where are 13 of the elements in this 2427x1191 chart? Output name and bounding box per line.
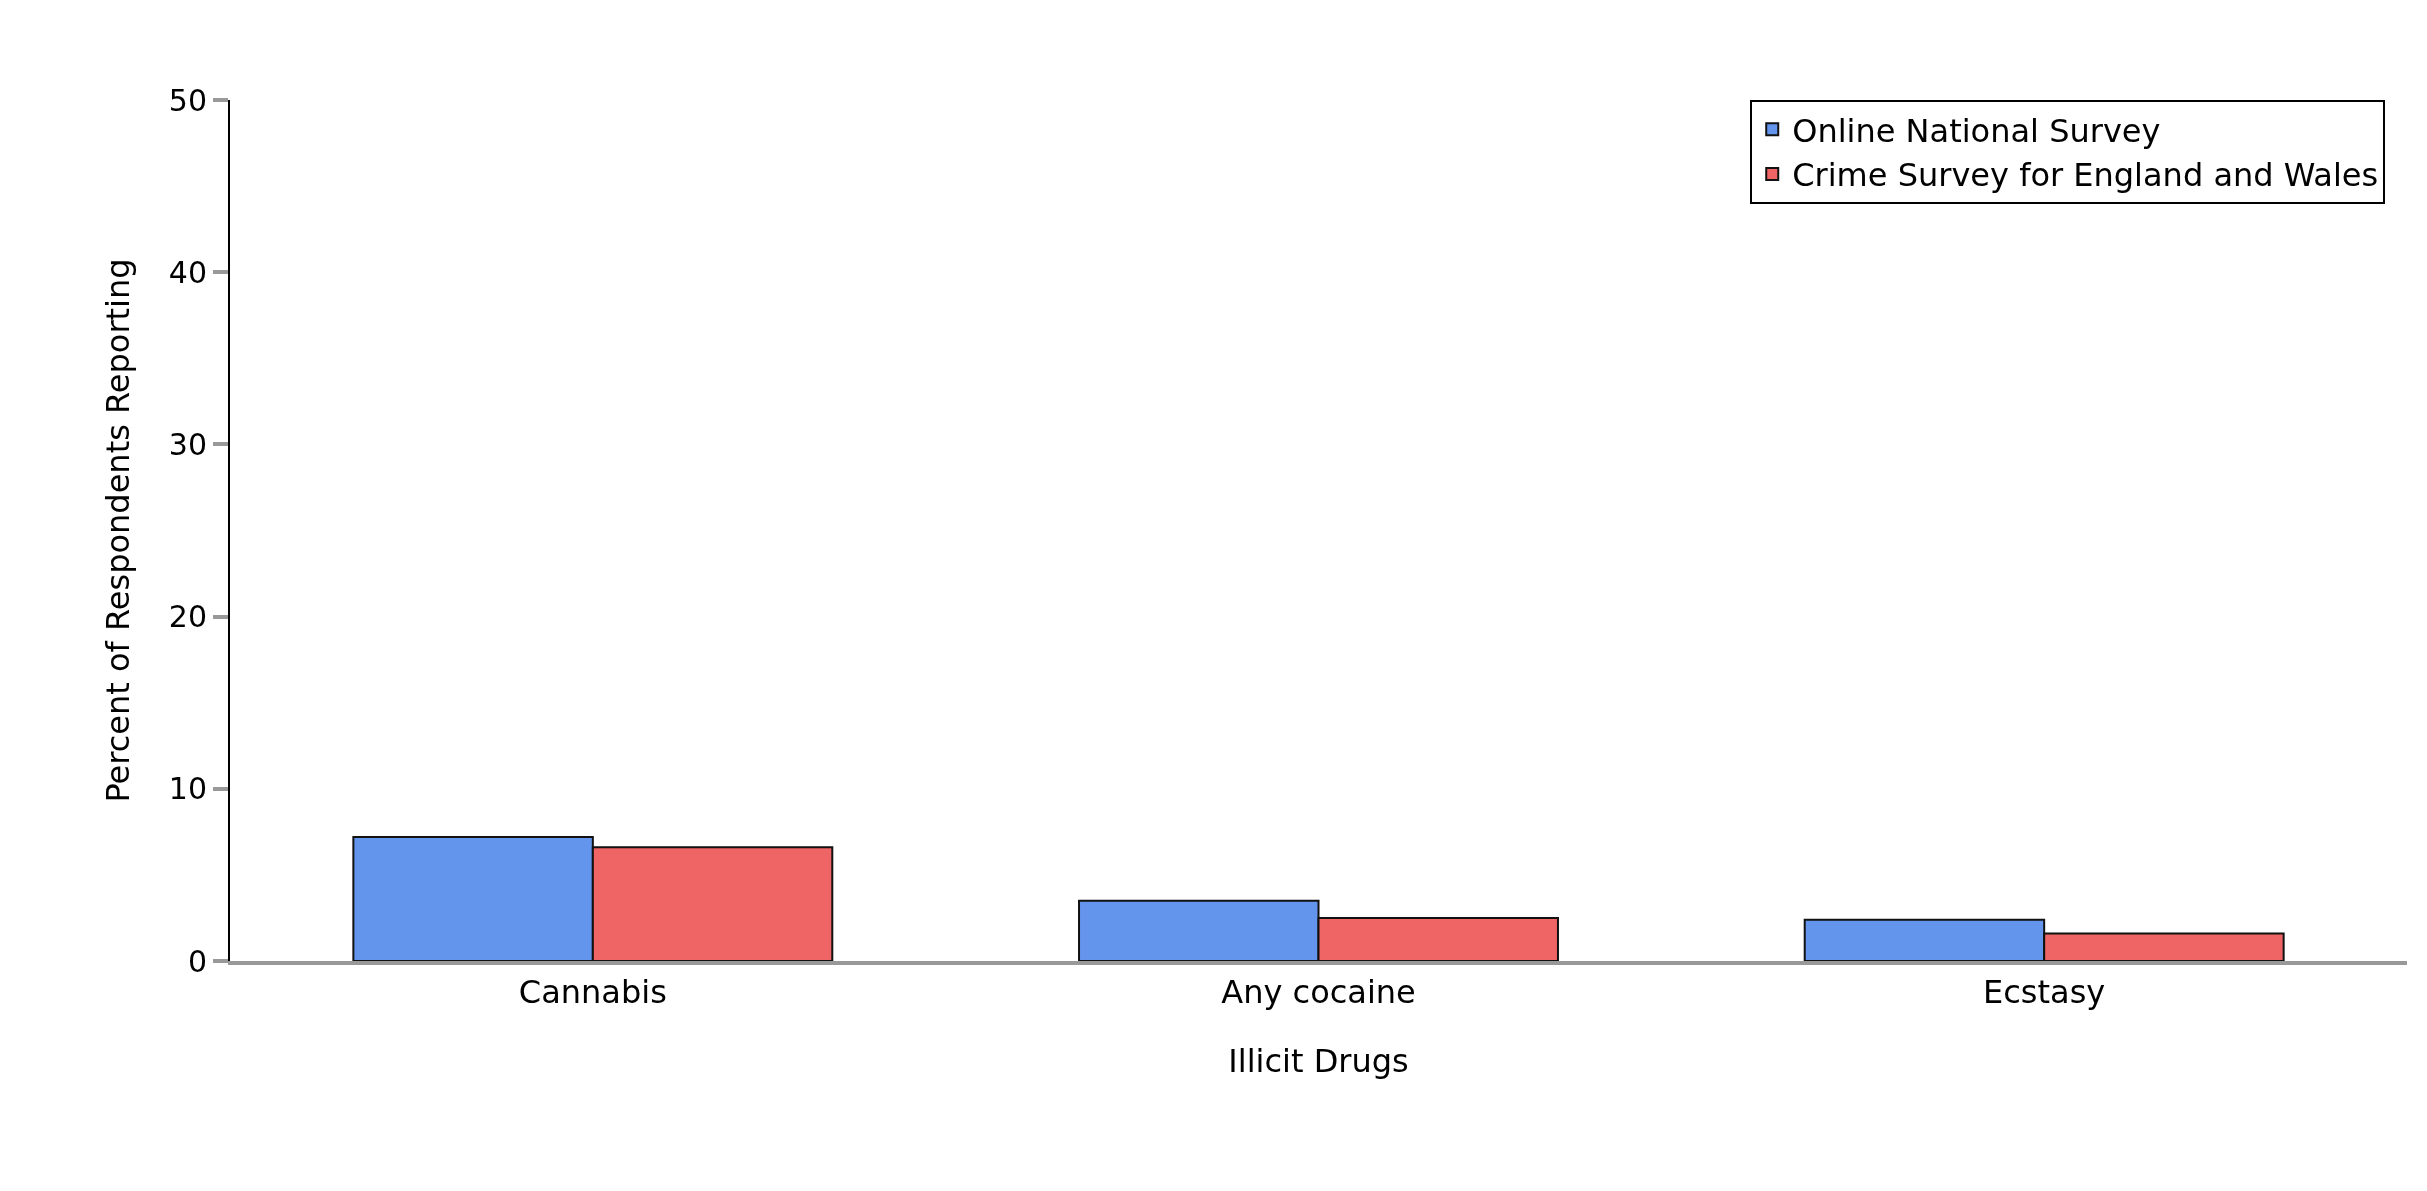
y-tick-label: 50 <box>168 82 207 118</box>
x-tick-label: Any cocaine <box>1221 973 1416 1012</box>
y-tick-label: 0 <box>187 943 207 979</box>
x-tick-label: Ecstasy <box>1983 973 2106 1012</box>
legend-label: Crime Survey for England and Wales <box>1792 156 2379 195</box>
x-axis-title: Illicit Drugs <box>1228 1041 1409 1080</box>
y-tick-label: 30 <box>168 426 207 462</box>
y-axis-title: Percent of Respondents Reporting <box>98 258 137 803</box>
y-tick-label: 10 <box>168 771 207 807</box>
x-tick-label: Cannabis <box>518 973 667 1012</box>
y-tick-label: 20 <box>168 599 207 635</box>
y-tick-label: 40 <box>168 254 207 290</box>
legend-label: Online National Survey <box>1792 111 2161 150</box>
